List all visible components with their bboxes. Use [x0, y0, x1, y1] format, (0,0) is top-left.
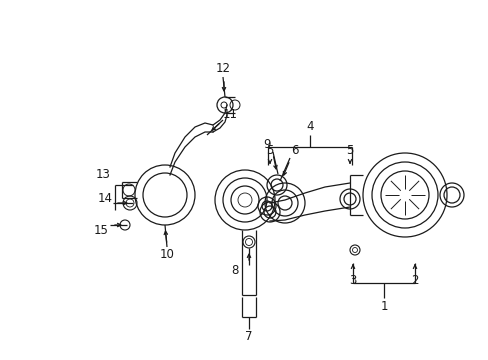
Text: 6: 6 — [291, 144, 298, 158]
Text: 9: 9 — [263, 139, 270, 152]
Text: 12: 12 — [215, 62, 230, 75]
Text: 13: 13 — [95, 168, 110, 181]
Text: 7: 7 — [245, 330, 252, 343]
Text: 11: 11 — [222, 108, 237, 122]
Text: 1: 1 — [380, 301, 387, 314]
Text: 4: 4 — [305, 121, 313, 134]
Text: 10: 10 — [159, 248, 174, 261]
Text: 5: 5 — [266, 144, 273, 158]
Text: 8: 8 — [231, 264, 238, 276]
Text: 2: 2 — [410, 274, 418, 288]
Text: 3: 3 — [348, 274, 356, 288]
Text: 15: 15 — [93, 224, 108, 237]
Text: 5: 5 — [346, 144, 353, 158]
Text: 14: 14 — [97, 192, 112, 204]
